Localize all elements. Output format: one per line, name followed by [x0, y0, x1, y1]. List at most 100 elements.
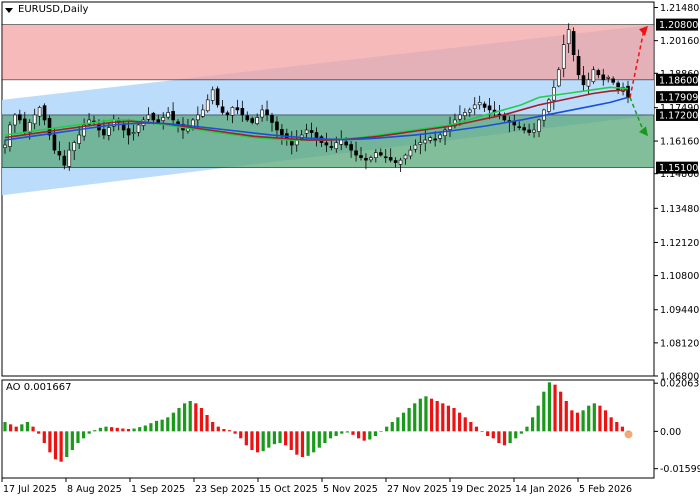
resistance-zone: [1, 24, 655, 81]
ao-bar: [429, 398, 434, 432]
candle-body: [225, 112, 230, 116]
ao-bar: [441, 403, 445, 432]
ao-bar: [194, 403, 198, 432]
candle-body: [37, 107, 42, 117]
candle-body: [77, 134, 81, 144]
candle-body: [62, 155, 67, 166]
price-level-label-bg: [656, 161, 698, 174]
ao-bar: [581, 410, 585, 432]
price-axis-label: 1.17490: [660, 103, 699, 114]
candle-body: [52, 134, 57, 151]
ao-bar: [458, 412, 462, 432]
ao-bar: [351, 431, 355, 435]
ao-bar: [413, 403, 417, 432]
candle-body: [270, 114, 274, 123]
candle-body: [566, 29, 571, 45]
ao-bar: [295, 431, 299, 455]
candle-body: [398, 159, 403, 165]
candle-body: [13, 114, 17, 126]
ao-bar: [559, 391, 563, 432]
ao-bar: [356, 431, 361, 439]
ao-bar: [502, 431, 507, 446]
ao-bar: [14, 426, 18, 432]
candle-body: [196, 114, 200, 121]
candle-body: [354, 150, 358, 156]
ao-bar: [81, 431, 86, 439]
ao-bar: [469, 422, 473, 432]
forecast-down-arrow: [629, 97, 645, 133]
ao-bar: [491, 431, 495, 439]
candle-body: [344, 141, 348, 146]
ao-bar: [362, 431, 366, 441]
ao-bar: [9, 424, 13, 432]
ao-bar: [323, 431, 327, 443]
candle-body: [67, 149, 72, 167]
candle-body: [8, 124, 12, 147]
ao-bar: [497, 431, 501, 443]
candle-body: [220, 106, 225, 113]
candle-body: [517, 126, 522, 128]
ao-bar: [20, 424, 24, 432]
time-axis-label: 17 Jul 2025: [3, 484, 57, 495]
ao-bar: [143, 425, 147, 432]
candle-body: [423, 139, 428, 144]
ao-bar: [98, 427, 103, 432]
candle-body: [467, 109, 472, 113]
ao-bar: [547, 382, 552, 432]
candle-body: [205, 99, 210, 112]
ao-bar: [424, 396, 428, 432]
ao-bar: [171, 412, 175, 432]
candle-body: [586, 79, 591, 87]
candle-body: [255, 117, 259, 124]
ao-axis-label: 0.00: [660, 427, 681, 438]
candle-body: [359, 155, 363, 158]
ao-bar: [373, 431, 378, 436]
price-axis-label: 1.21480: [660, 3, 699, 14]
candle-body: [374, 152, 378, 158]
candle-body: [210, 89, 215, 101]
ao-bar: [244, 431, 248, 446]
ao-bar: [267, 431, 271, 448]
candle-body: [443, 129, 447, 137]
ao-bar: [233, 431, 237, 434]
candle-body: [591, 69, 596, 82]
candle-body: [72, 142, 77, 151]
ao-bar: [418, 398, 422, 432]
candle-body: [369, 157, 373, 161]
time-axis-label: 15 Oct 2025: [259, 484, 318, 495]
ao-axis-label: 0.020631: [660, 379, 700, 390]
ao-bar: [53, 431, 58, 460]
candle-body: [215, 88, 220, 106]
ao-bar: [525, 426, 529, 432]
ao-bar: [536, 405, 540, 432]
candle-body: [581, 75, 586, 86]
candle-body: [339, 139, 344, 145]
candle-body: [556, 69, 561, 87]
candle-body: [314, 132, 319, 138]
ao-bar: [390, 422, 394, 432]
forecast-up-arrowhead: [639, 25, 648, 36]
candle-body: [161, 117, 166, 121]
candle-body: [136, 124, 141, 133]
support-zone: [1, 114, 655, 169]
ao-bar: [564, 401, 568, 432]
time-axis-label: 8 Aug 2025: [67, 484, 122, 495]
dropdown-triangle-icon[interactable]: [5, 8, 13, 13]
candle-body: [107, 127, 111, 136]
ao-current-marker: [624, 430, 633, 439]
ao-bar: [334, 431, 338, 436]
candle-body: [378, 152, 383, 156]
candle-body: [334, 142, 339, 150]
forecast-up-arrow: [629, 29, 645, 98]
ao-bar: [312, 431, 316, 453]
ao-bar: [70, 431, 74, 450]
price-axis-label: 1.13480: [660, 204, 699, 215]
candle-body: [502, 115, 507, 121]
ao-bar: [486, 431, 490, 436]
candle-body: [472, 104, 477, 110]
ao-bar: [211, 422, 215, 432]
ao-bar: [435, 401, 439, 432]
candle-body: [304, 129, 309, 134]
ao-bar: [188, 401, 192, 432]
